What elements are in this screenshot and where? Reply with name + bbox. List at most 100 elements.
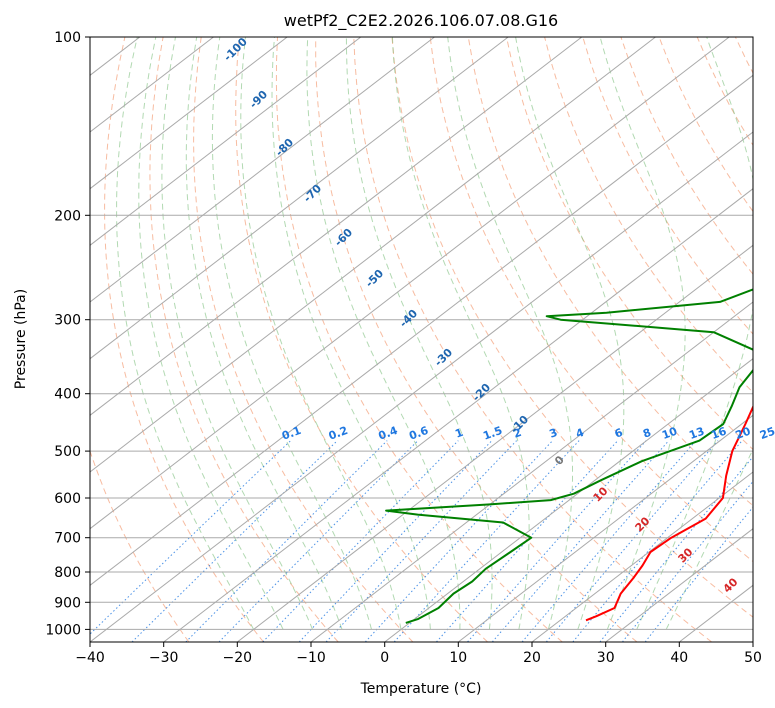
mixing-ratio-label: 0.2 bbox=[327, 424, 350, 443]
mixing-ratio-label: 0.1 bbox=[280, 424, 303, 443]
dry-adiabat bbox=[275, 37, 563, 642]
x-tick-label: −10 bbox=[296, 650, 326, 666]
isotherm bbox=[90, 37, 730, 530]
isotherm bbox=[310, 301, 753, 642]
mixing-ratio-label: 3 bbox=[548, 426, 560, 441]
mixing-ratio-line bbox=[298, 440, 493, 642]
x-tick-label: −40 bbox=[75, 650, 105, 666]
isotherm bbox=[90, 131, 753, 642]
isotherm bbox=[384, 358, 753, 642]
mixing-ratio-line bbox=[436, 440, 619, 642]
x-tick-label: 40 bbox=[670, 650, 688, 666]
moist-adiabat bbox=[211, 37, 372, 630]
isotherm bbox=[90, 37, 288, 190]
chart-title: wetPf2_C2E2.2026.106.07.08.G16 bbox=[284, 11, 558, 31]
dry-adiabat bbox=[235, 37, 488, 642]
x-tick-label: −20 bbox=[223, 650, 253, 666]
mixing-ratio-line bbox=[364, 440, 553, 642]
x-tick-label: 20 bbox=[523, 650, 541, 666]
mixing-ratio-line bbox=[218, 440, 419, 642]
x-tick-label: 50 bbox=[744, 650, 762, 666]
mixing-ratio-label: 1.5 bbox=[481, 424, 504, 443]
mixing-ratio-label: 2 bbox=[512, 426, 524, 441]
isotherm bbox=[90, 37, 435, 303]
mixing-ratio-label: 0.6 bbox=[407, 424, 430, 443]
background-lines bbox=[90, 37, 753, 642]
dry-adiabat bbox=[104, 37, 264, 642]
isotherm bbox=[531, 471, 753, 642]
y-axis-label: Pressure (hPa) bbox=[13, 289, 29, 389]
mixing-ratio-line bbox=[491, 440, 670, 642]
x-tick-label: 30 bbox=[597, 650, 615, 666]
plot-area bbox=[90, 37, 753, 642]
moist-adiabat bbox=[306, 37, 461, 630]
mixing-ratio-label: 4 bbox=[574, 426, 586, 441]
mixing-ratio-line bbox=[131, 440, 338, 642]
grid bbox=[90, 37, 753, 642]
moist-adiabat bbox=[138, 37, 284, 630]
mixing-ratio-line bbox=[325, 440, 517, 642]
isotherm bbox=[457, 414, 753, 642]
profiles bbox=[385, 288, 753, 624]
isotherm bbox=[90, 37, 656, 473]
moist-adiabat bbox=[391, 37, 530, 630]
dry-adiabat bbox=[582, 37, 753, 335]
moist-adiabat bbox=[240, 37, 402, 630]
mixing-ratio-label: 16 bbox=[709, 424, 728, 442]
moist-adiabat bbox=[116, 37, 255, 630]
mixing-ratio-line bbox=[262, 440, 459, 642]
x-axis-label: Temperature (°C) bbox=[360, 681, 482, 697]
mixing-ratio-label: 0.4 bbox=[377, 424, 400, 443]
y-tick-label: 600 bbox=[54, 491, 81, 507]
mixing-ratio-label: 10 bbox=[660, 424, 679, 442]
isotherm bbox=[90, 37, 583, 416]
x-tick-label: 0 bbox=[380, 650, 389, 666]
mixing-ratio-line bbox=[599, 456, 753, 642]
y-tick-label: 500 bbox=[54, 444, 81, 460]
dry-adiabat bbox=[391, 37, 753, 618]
moist-adiabat bbox=[271, 37, 431, 630]
y-tick-label: 100 bbox=[54, 30, 81, 46]
dry-adiabat bbox=[544, 37, 753, 394]
isotherm bbox=[90, 37, 509, 360]
y-tick-label: 700 bbox=[54, 531, 81, 547]
moist-adiabat bbox=[599, 37, 686, 630]
axes: −40 −30 −20 −10 0 10 20 30 40 5010020030040050060… bbox=[45, 30, 762, 666]
x-tick-label: −30 bbox=[149, 650, 179, 666]
x-tick-label: 10 bbox=[449, 650, 467, 666]
moist-adiabat bbox=[636, 37, 753, 630]
plot-frame bbox=[89, 36, 754, 643]
dry-adiabat bbox=[149, 37, 339, 642]
y-tick-label: 800 bbox=[54, 565, 81, 581]
y-tick-label: 300 bbox=[54, 313, 81, 329]
mixing-ratio-label: 6 bbox=[613, 426, 625, 441]
mixing-ratio-line bbox=[521, 440, 697, 642]
moist-adiabat bbox=[345, 37, 493, 630]
y-tick-label: 1000 bbox=[45, 622, 81, 638]
moist-adiabat bbox=[161, 37, 314, 630]
temperature-profile bbox=[585, 404, 753, 622]
y-tick-label: 900 bbox=[54, 595, 81, 611]
isotherm bbox=[90, 37, 362, 246]
moist-adiabat bbox=[447, 37, 573, 630]
mixing-ratio-line bbox=[622, 480, 753, 642]
isotherm bbox=[90, 74, 753, 586]
dry-adiabat bbox=[90, 449, 190, 642]
isotherm bbox=[236, 244, 753, 642]
moist-adiabat bbox=[515, 37, 625, 630]
mixing-ratio-label: 20 bbox=[734, 424, 753, 442]
y-tick-label: 400 bbox=[54, 387, 81, 403]
mixing-ratio-label: 8 bbox=[641, 426, 653, 441]
isotherm bbox=[163, 188, 753, 642]
mixing-ratio-label: 1 bbox=[453, 426, 465, 441]
mixing-ratio-line bbox=[467, 440, 647, 642]
dry-adiabat bbox=[506, 37, 753, 451]
y-tick-label: 200 bbox=[54, 208, 81, 224]
mixing-ratio-line bbox=[90, 440, 292, 635]
mixing-ratio-label: 25 bbox=[758, 425, 775, 442]
dewpoint-profile bbox=[385, 288, 753, 624]
moist-adiabat bbox=[185, 37, 343, 630]
moist-adiabat bbox=[665, 447, 753, 630]
dry-adiabat bbox=[193, 37, 414, 642]
